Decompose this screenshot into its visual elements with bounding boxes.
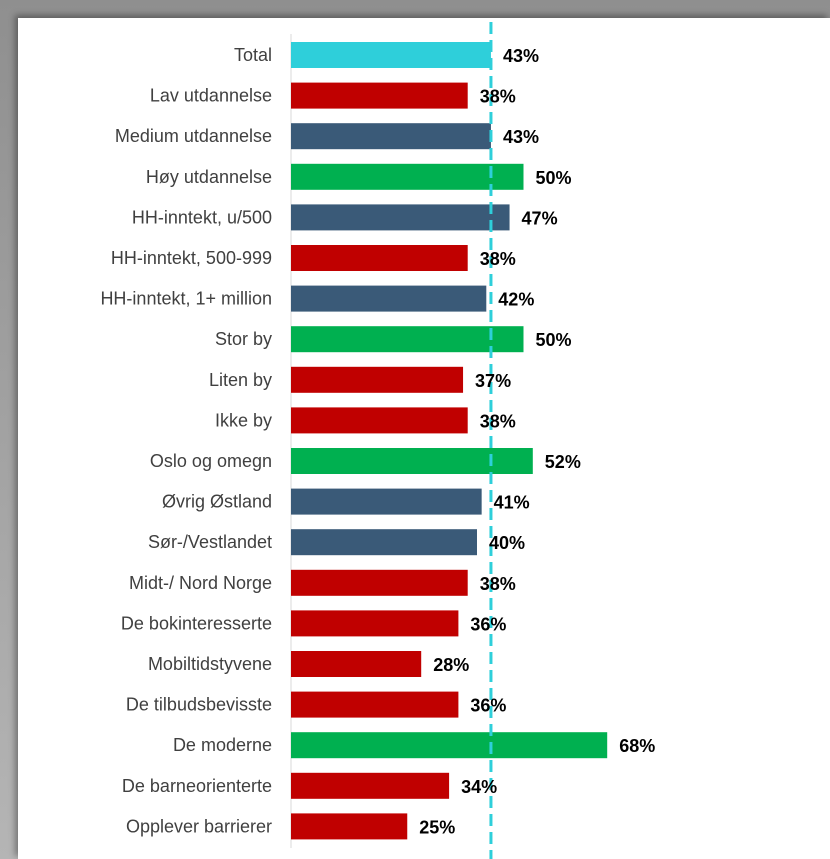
category-label: HH-inntekt, 1+ million: [100, 289, 272, 309]
value-label: 52%: [545, 452, 581, 472]
bar-10: [291, 448, 533, 474]
category-label: De bokinteresserte: [121, 613, 272, 633]
bar-9: [291, 407, 468, 434]
bar-group: [291, 42, 608, 840]
value-label: 40%: [489, 533, 525, 553]
bar-19: [291, 813, 408, 840]
bar-16: [291, 691, 459, 718]
category-labels: Total Lav utdannelse Medium utdannelse Høy …: [100, 45, 272, 836]
bar-4: [291, 204, 510, 231]
value-label: 25%: [419, 817, 455, 837]
value-label: 37%: [475, 371, 511, 391]
bar-14: [291, 610, 459, 637]
value-label: 34%: [461, 777, 497, 797]
category-label: Total: [234, 45, 272, 65]
value-label: 47%: [522, 208, 558, 228]
bar-2: [291, 123, 491, 150]
value-label: 36%: [470, 614, 506, 634]
chart-panel: Total Lav utdannelse Medium utdannelse Høy …: [18, 18, 830, 859]
category-label: Øvrig Østland: [162, 492, 272, 512]
bar-15: [291, 651, 422, 677]
bar-0: [291, 42, 491, 68]
category-label: Opplever barrierer: [126, 816, 272, 836]
value-label: 50%: [536, 330, 572, 350]
bar-17: [291, 732, 608, 759]
category-label: De barneorienterte: [122, 776, 272, 796]
value-labels: 43%38%43%50%47%38%42%50%37%38%52%41%40%3…: [419, 46, 655, 837]
bar-11: [291, 488, 482, 515]
bar-5: [291, 245, 468, 271]
bar-6: [291, 285, 487, 312]
value-label: 38%: [480, 411, 516, 431]
category-label: Mobiltidstyvene: [148, 654, 272, 674]
category-label: Midt-/ Nord Norge: [129, 573, 272, 593]
bar-chart: Total Lav utdannelse Medium utdannelse Høy …: [100, 22, 655, 859]
value-label: 36%: [470, 696, 506, 716]
value-label: 43%: [503, 127, 539, 147]
category-label: Lav utdannelse: [150, 86, 272, 106]
category-label: Høy utdannelse: [146, 167, 272, 187]
category-label: De tilbudsbevisste: [126, 695, 272, 715]
bar-1: [291, 82, 468, 109]
value-label: 38%: [480, 574, 516, 594]
value-label: 43%: [503, 46, 539, 66]
category-label: Oslo og omegn: [150, 451, 272, 471]
value-label: 28%: [433, 655, 469, 675]
value-label: 42%: [498, 290, 534, 310]
value-label: 38%: [480, 249, 516, 269]
category-label: HH-inntekt, u/500: [132, 207, 272, 227]
value-label: 41%: [494, 493, 530, 513]
bar-3: [291, 163, 524, 190]
bar-7: [291, 326, 524, 353]
category-label: Stor by: [215, 329, 272, 349]
bar-12: [291, 529, 477, 556]
bar-8: [291, 366, 464, 393]
category-label: Liten by: [209, 370, 272, 390]
bar-13: [291, 569, 468, 596]
category-label: Ikke by: [215, 410, 272, 430]
category-label: HH-inntekt, 500-999: [111, 248, 272, 268]
category-label: Medium utdannelse: [115, 126, 272, 146]
value-label: 38%: [480, 87, 516, 107]
category-label: De moderne: [173, 735, 272, 755]
value-label: 50%: [536, 168, 572, 188]
value-label: 68%: [619, 736, 655, 756]
bar-18: [291, 772, 450, 799]
category-label: Sør-/Vestlandet: [148, 532, 272, 552]
